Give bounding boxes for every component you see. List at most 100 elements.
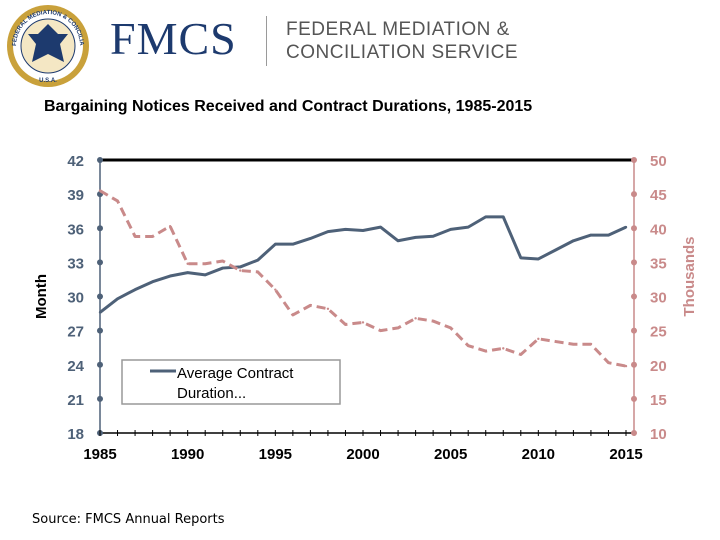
- data-point: [168, 274, 172, 278]
- left-tick-label: 21: [67, 392, 84, 409]
- data-point: [554, 340, 558, 343]
- data-point: [431, 235, 435, 238]
- data-point: [98, 311, 102, 314]
- left-tick-dot: [97, 327, 103, 334]
- data-point: [361, 321, 365, 324]
- data-point: [396, 326, 400, 330]
- left-tick-dot: [97, 361, 103, 368]
- data-point: [449, 326, 452, 330]
- agency-name-line2: CONCILIATION SERVICE: [286, 42, 519, 63]
- right-tick-label: 50: [650, 153, 667, 170]
- data-point: [607, 361, 610, 364]
- right-axis-ticks: 10 15 20 25 30 35 40 45 50: [631, 153, 667, 443]
- header: FEDERAL MEDIATION & CONCILIATION SERVICE…: [0, 0, 720, 92]
- right-tick-dot: [631, 157, 637, 163]
- left-tick-label: 18: [67, 426, 84, 443]
- data-point: [624, 364, 628, 368]
- agency-abbreviation: FMCS: [110, 13, 237, 64]
- y-axis-label-right: Thousands: [681, 236, 698, 316]
- data-point: [98, 189, 102, 192]
- x-tick-label: 2015: [609, 446, 642, 463]
- data-point: [554, 248, 558, 252]
- seal-abbrev: U.S.A.: [39, 78, 57, 84]
- data-point: [116, 297, 119, 300]
- data-point: [133, 235, 137, 238]
- data-point: [151, 280, 154, 283]
- legend-label-line2: Duration...: [177, 385, 246, 402]
- right-tick-label: 15: [650, 392, 667, 409]
- data-point: [589, 343, 593, 346]
- data-point: [467, 344, 470, 347]
- right-tick-dot: [631, 361, 637, 368]
- data-point: [256, 270, 259, 274]
- data-point: [572, 239, 575, 242]
- right-tick-dot: [631, 259, 637, 266]
- x-tick-label: 2005: [434, 446, 467, 463]
- data-point: [326, 230, 330, 233]
- data-point: [116, 199, 119, 203]
- right-tick-dot: [631, 293, 637, 300]
- data-point: [589, 233, 593, 237]
- right-tick-label: 20: [650, 358, 667, 375]
- x-tick-label: 2010: [522, 446, 555, 463]
- data-point: [572, 343, 575, 346]
- series-layer: [98, 189, 628, 368]
- data-point: [484, 349, 487, 353]
- right-tick-dot: [631, 225, 637, 232]
- left-tick-label: 27: [67, 324, 84, 341]
- data-point: [221, 266, 224, 270]
- legend: Average Contract Duration...: [121, 359, 341, 405]
- data-point: [274, 288, 277, 291]
- left-tick-label: 33: [67, 255, 84, 272]
- data-point: [467, 225, 470, 229]
- data-point: [537, 337, 540, 341]
- chart-title: Bargaining Notices Received and Contract…: [44, 98, 533, 115]
- x-tick-label: 1985: [83, 446, 116, 463]
- x-tick-label: 1995: [259, 446, 292, 463]
- right-tick-dot: [631, 395, 637, 402]
- data-point: [379, 225, 382, 229]
- data-point: [396, 239, 400, 242]
- left-tick-label: 36: [67, 221, 84, 238]
- left-tick-label: 30: [67, 290, 84, 307]
- data-point: [624, 225, 628, 229]
- data-point: [414, 236, 417, 239]
- data-point: [291, 242, 295, 246]
- data-point: [221, 259, 224, 263]
- data-point: [379, 329, 382, 332]
- right-tick-dot: [631, 327, 637, 334]
- x-tick-label: 1990: [171, 446, 204, 463]
- left-tick-label: 42: [67, 153, 84, 170]
- data-point: [344, 323, 347, 326]
- right-tick-dot: [631, 191, 637, 198]
- x-tick-label: 2000: [346, 446, 379, 463]
- agency-name-line1: FEDERAL MEDIATION &: [286, 19, 510, 40]
- left-tick-dot: [97, 259, 103, 266]
- left-tick-dot: [97, 293, 103, 300]
- data-point: [502, 347, 505, 350]
- right-tick-label: 45: [650, 187, 667, 204]
- data-point: [431, 319, 435, 323]
- left-tick-dot: [97, 225, 103, 232]
- chart: 18 21 24 27 30 33 36 39 42 10 15 20 25 30 35 40 45 50 19…: [33, 153, 698, 463]
- data-point: [519, 353, 522, 356]
- agency-name: FEDERAL MEDIATION & CONCILIATION SERVICE: [286, 18, 518, 64]
- data-point: [186, 262, 189, 265]
- series-line-2: [99, 189, 627, 368]
- left-tick-dot: [97, 395, 103, 402]
- data-point: [607, 233, 610, 237]
- right-tick-dot: [631, 430, 637, 436]
- header-divider: [266, 16, 267, 66]
- y-axis-label-left: Month: [33, 274, 50, 319]
- eagle-icon: [28, 24, 68, 62]
- left-tick-dot: [97, 157, 103, 163]
- data-point: [274, 242, 277, 246]
- right-tick-label: 40: [650, 221, 667, 238]
- x-axis-ticks: 1985 1990 1995 2000 2005 2010 2015: [83, 430, 643, 463]
- data-point: [204, 273, 207, 277]
- data-point: [449, 228, 452, 231]
- data-point: [256, 258, 259, 262]
- data-point: [239, 265, 242, 269]
- right-tick-label: 35: [650, 255, 667, 272]
- data-point: [519, 256, 522, 260]
